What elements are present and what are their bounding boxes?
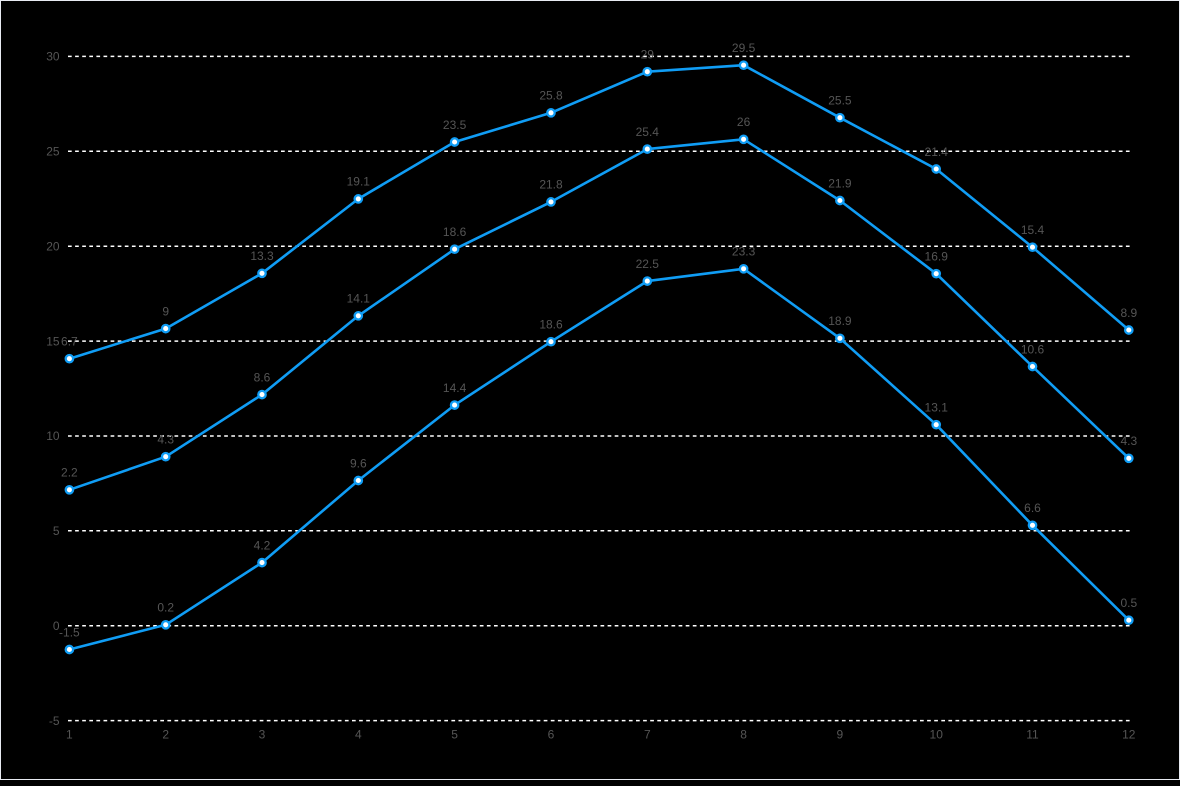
svg-text:21.8: 21.8: [539, 178, 563, 192]
svg-text:-1.5: -1.5: [59, 625, 80, 639]
svg-text:6.7: 6.7: [61, 335, 78, 349]
svg-text:4.2: 4.2: [254, 538, 271, 552]
svg-text:4.3: 4.3: [157, 433, 174, 447]
svg-text:13.3: 13.3: [250, 249, 274, 263]
svg-text:29.5: 29.5: [732, 41, 756, 55]
svg-text:5: 5: [451, 728, 458, 742]
svg-text:20: 20: [46, 239, 60, 253]
svg-text:14.4: 14.4: [443, 381, 467, 395]
svg-text:16.9: 16.9: [925, 250, 949, 264]
svg-text:8: 8: [740, 728, 747, 742]
svg-text:1: 1: [66, 728, 73, 742]
svg-text:12: 12: [1122, 728, 1136, 742]
svg-text:15.4: 15.4: [1021, 223, 1045, 237]
svg-text:21.9: 21.9: [828, 176, 852, 190]
svg-text:4.3: 4.3: [1120, 434, 1137, 448]
svg-text:11: 11: [1026, 728, 1039, 742]
svg-text:5: 5: [53, 524, 60, 538]
svg-text:2.2: 2.2: [61, 466, 78, 480]
svg-text:15: 15: [46, 334, 60, 348]
svg-text:0: 0: [53, 619, 60, 633]
svg-text:6.6: 6.6: [1024, 501, 1041, 515]
svg-text:4: 4: [355, 728, 362, 742]
svg-text:9: 9: [837, 728, 844, 742]
svg-text:8.9: 8.9: [1120, 306, 1137, 320]
svg-text:30: 30: [46, 50, 60, 64]
svg-text:9.6: 9.6: [350, 456, 367, 470]
svg-text:0.5: 0.5: [1120, 596, 1137, 610]
svg-text:13.1: 13.1: [925, 401, 949, 415]
svg-text:7: 7: [644, 728, 651, 742]
svg-text:29: 29: [641, 48, 655, 62]
svg-text:18.6: 18.6: [539, 318, 563, 332]
svg-text:10: 10: [46, 429, 60, 443]
svg-text:25.5: 25.5: [828, 94, 852, 108]
svg-text:-5: -5: [49, 714, 60, 728]
svg-text:6: 6: [548, 728, 555, 742]
svg-text:19.1: 19.1: [347, 175, 371, 189]
svg-text:18.6: 18.6: [443, 225, 467, 239]
svg-text:25: 25: [46, 145, 60, 159]
svg-text:26: 26: [737, 115, 751, 129]
svg-text:23.3: 23.3: [732, 245, 756, 259]
svg-text:21.4: 21.4: [925, 145, 949, 159]
svg-text:2: 2: [162, 728, 169, 742]
svg-text:14.1: 14.1: [347, 292, 371, 306]
svg-text:25.8: 25.8: [539, 89, 563, 103]
svg-text:25.4: 25.4: [636, 125, 660, 139]
svg-text:0.2: 0.2: [157, 601, 174, 615]
svg-text:18.9: 18.9: [828, 314, 852, 328]
svg-text:3: 3: [259, 728, 266, 742]
svg-text:10.6: 10.6: [1021, 342, 1045, 356]
svg-text:23.5: 23.5: [443, 118, 467, 132]
svg-text:10: 10: [930, 728, 944, 742]
svg-text:8.6: 8.6: [254, 370, 271, 384]
svg-text:9: 9: [162, 304, 169, 318]
svg-text:22.5: 22.5: [636, 257, 660, 271]
